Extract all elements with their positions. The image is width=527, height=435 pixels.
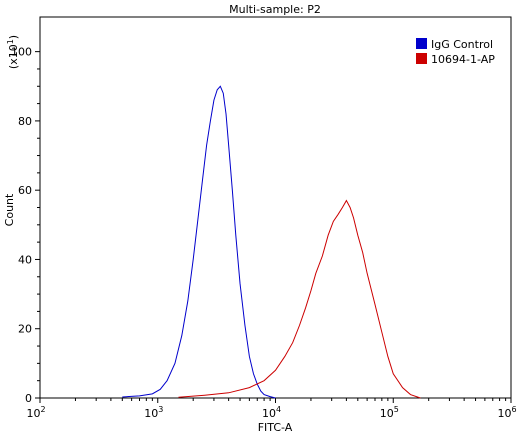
x-tick-base: 10 (380, 407, 394, 420)
legend-label-igg-control: IgG Control (431, 38, 493, 51)
x-axis-ticks: 102 103 104 105 106 (26, 398, 517, 420)
plot-frame (39, 16, 512, 399)
x-tick-exp: 4 (276, 405, 281, 414)
y-tick-label: 40 (18, 253, 32, 266)
y-tick-label: 0 (25, 392, 32, 405)
x-tick-exp: 5 (394, 405, 399, 414)
y-multiplier-label: (x101) (6, 35, 20, 69)
legend-label-10694-1-ap: 10694-1-AP (431, 53, 495, 66)
x-tick-exp: 3 (158, 405, 163, 414)
x-axis-label: FITC-A (258, 421, 293, 434)
series-line-igg-control (122, 85, 276, 399)
x-tick-base: 10 (497, 407, 511, 420)
svg-text:(x101): (x101) (6, 35, 20, 69)
x-tick-label: 102 (26, 405, 45, 420)
legend: IgG Control 10694-1-AP (416, 38, 495, 66)
y-axis-ticks: 0 20 40 60 80 100 (11, 46, 40, 405)
x-tick-label: 104 (262, 405, 281, 420)
y-multiplier-text: (x10 (7, 44, 20, 69)
y-tick-label: 80 (18, 115, 32, 128)
y-multiplier-exp: 1 (6, 39, 15, 44)
y-tick-label: 60 (18, 184, 32, 197)
x-tick-base: 10 (26, 407, 40, 420)
y-axis-label: Count (3, 193, 16, 226)
legend-swatch-10694-1-ap (416, 53, 427, 64)
x-tick-exp: 2 (40, 405, 45, 414)
x-tick-base: 10 (144, 407, 158, 420)
series-line-10694-1-ap (178, 199, 421, 399)
chart-title: Multi-sample: P2 (229, 3, 321, 16)
series-layer (122, 85, 421, 399)
x-tick-base: 10 (262, 407, 276, 420)
y-tick-label: 100 (11, 46, 32, 59)
x-tick-label: 106 (497, 405, 516, 420)
legend-swatch-igg-control (416, 38, 427, 49)
x-tick-label: 105 (380, 405, 399, 420)
x-tick-label: 103 (144, 405, 163, 420)
x-tick-exp: 6 (511, 405, 516, 414)
y-tick-label: 20 (18, 323, 32, 336)
